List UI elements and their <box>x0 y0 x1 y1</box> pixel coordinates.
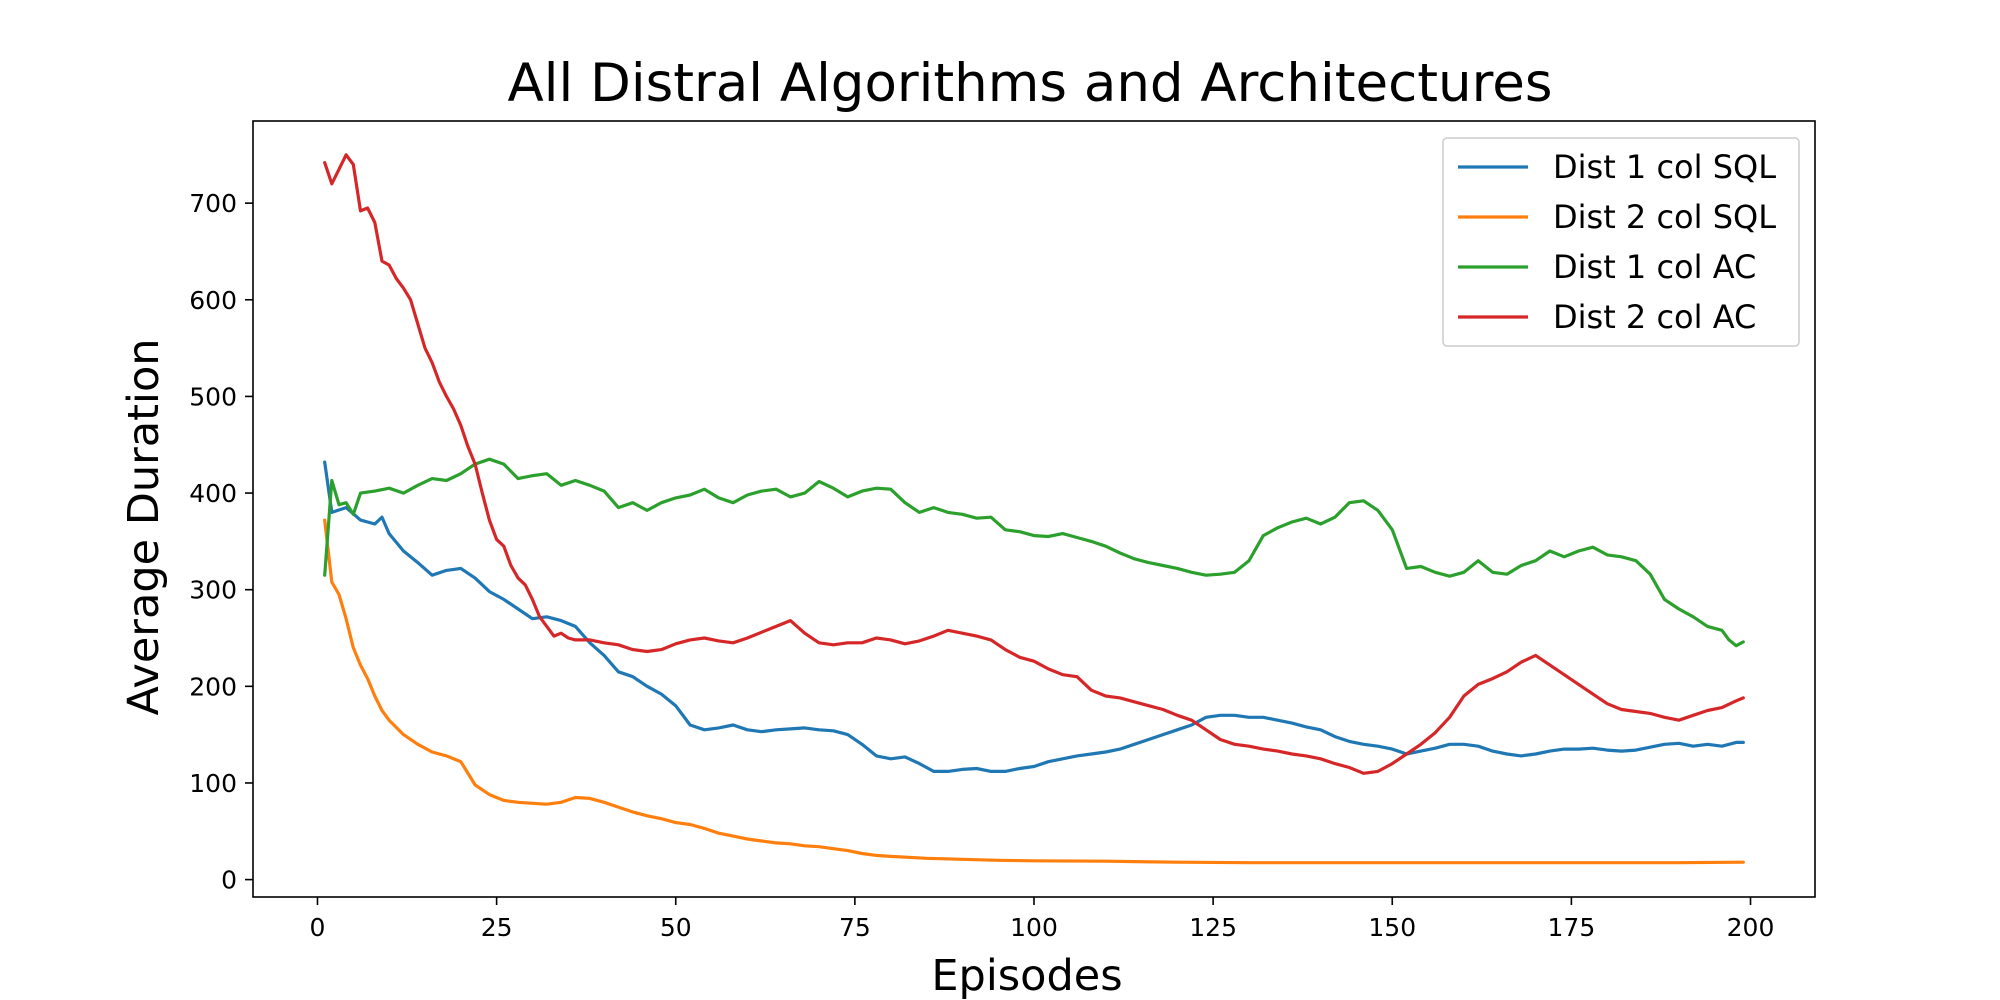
y-tick-label: 600 <box>189 286 237 315</box>
plot-area <box>323 153 1745 865</box>
x-tick-label: 100 <box>1010 913 1058 942</box>
x-tick-label: 125 <box>1189 913 1237 942</box>
y-tick-label: 200 <box>189 672 237 701</box>
legend-label-1: Dist 1 col SQL <box>1553 148 1776 186</box>
x-tick-label: 150 <box>1368 913 1416 942</box>
x-tick-label: 25 <box>481 913 513 942</box>
x-axis-label: Episodes <box>931 951 1122 1000</box>
series-line-2 <box>323 518 1745 865</box>
x-tick-label: 0 <box>310 913 326 942</box>
y-tick-label: 400 <box>189 479 237 508</box>
y-tick-label: 100 <box>189 769 237 798</box>
legend-label-3: Dist 1 col AC <box>1553 248 1756 286</box>
y-tick-label: 500 <box>189 382 237 411</box>
legend: Dist 1 col SQL Dist 2 col SQL Dist 1 col A… <box>1442 137 1800 347</box>
y-tick-label: 300 <box>189 576 237 605</box>
legend-label-4: Dist 2 col AC <box>1553 298 1756 336</box>
chart-title: All Distral Algorithms and Architectures <box>508 53 1553 114</box>
series-line-1 <box>323 460 1745 773</box>
y-axis: 0 100 200 300 400 500 600 700 <box>189 189 253 895</box>
series-line-4 <box>323 153 1745 775</box>
x-axis: 0 25 50 75 100 125 150 175 200 <box>310 897 1775 942</box>
legend-label-2: Dist 2 col SQL <box>1553 198 1776 236</box>
legend-box <box>1442 137 1800 347</box>
x-tick-label: 175 <box>1548 913 1596 942</box>
y-axis-label: Average Duration <box>119 338 169 715</box>
y-tick-label: 700 <box>189 189 237 218</box>
x-tick-label: 200 <box>1727 913 1775 942</box>
series-line-3 <box>323 457 1745 648</box>
y-tick-label: 0 <box>221 866 237 895</box>
x-tick-label: 75 <box>839 913 871 942</box>
x-tick-label: 50 <box>660 913 692 942</box>
